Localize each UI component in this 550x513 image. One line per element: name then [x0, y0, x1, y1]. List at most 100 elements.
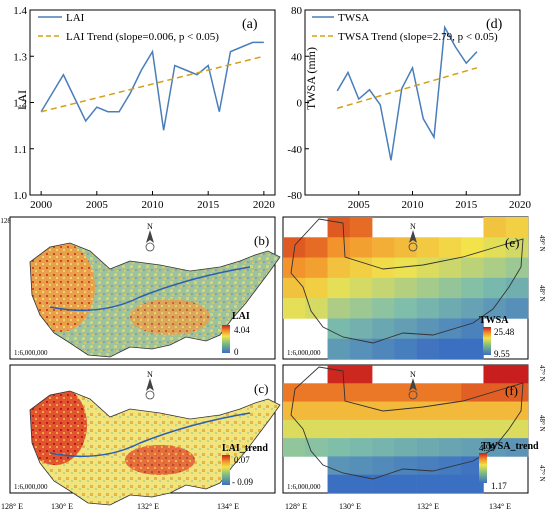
- lon-bottom-label: 132° E: [137, 502, 159, 511]
- grid-cell: [349, 456, 373, 476]
- lon-bottom-label: 128° E: [1, 502, 23, 511]
- lai-legend-max: 4.04: [234, 325, 250, 335]
- grid-cell: [372, 474, 395, 494]
- grid-cell: [349, 318, 373, 340]
- grid-cell: [372, 257, 395, 279]
- grid-cell: [483, 401, 507, 421]
- lon-bottom-label: 134° E: [217, 502, 239, 511]
- grid-cell: [438, 257, 462, 279]
- y-tick-label: 1.1: [13, 144, 27, 156]
- lai-map-scale: 1:6,000,000: [14, 349, 48, 357]
- grid-cell: [394, 456, 417, 476]
- lat-right-label: 48° N: [538, 285, 546, 302]
- grid-cell: [416, 257, 440, 279]
- grid-cell: [505, 277, 529, 299]
- x-tick-label: 2010: [142, 199, 165, 211]
- grid-cell: [461, 298, 484, 319]
- grid-cell: [327, 277, 351, 299]
- lat-right-label: 47° N: [538, 365, 546, 382]
- grid-cell: [372, 338, 395, 360]
- grid-cell: [505, 298, 529, 319]
- grid-cell: [416, 318, 440, 340]
- panel-label-c: (c): [254, 381, 268, 396]
- twsa-colorbar: [483, 327, 491, 355]
- grid-cell: [416, 298, 440, 319]
- grid-cell: [305, 438, 328, 457]
- grid-cell: [349, 298, 373, 319]
- north-arrow-c: N: [145, 370, 155, 400]
- x-tick-label: 2020: [253, 199, 276, 211]
- north-arrow-e: N: [408, 222, 418, 252]
- grid-cell: [438, 237, 462, 258]
- grid-cell: [349, 365, 373, 384]
- grid-cell: [394, 419, 417, 439]
- grid-cell: [505, 365, 529, 384]
- grid-cell: [327, 419, 351, 439]
- twsa-trend-grid: [283, 365, 529, 494]
- lat-right-label: 47° N: [538, 465, 546, 482]
- grid-cell: [416, 277, 440, 299]
- grid-cell: [349, 438, 373, 457]
- grid-cell: [394, 277, 417, 299]
- grid-cell: [327, 401, 351, 421]
- grid-cell: [349, 383, 373, 402]
- trend-line: [337, 67, 478, 110]
- panel-label-f: (f): [505, 383, 518, 398]
- grid-cell: [305, 237, 328, 258]
- grid-cell: [283, 438, 306, 457]
- svg-text:N: N: [147, 222, 153, 231]
- grid-cell: [349, 419, 373, 439]
- twsa-y-label: TWSA (mm): [304, 47, 318, 110]
- grid-cell: [283, 401, 306, 421]
- grid-cell: [438, 338, 462, 360]
- grid-cell: [349, 237, 373, 258]
- grid-cell: [305, 257, 328, 279]
- twsa-trend-legend-min: 1.17: [491, 481, 507, 491]
- lai-trend-colorbar: [222, 455, 230, 485]
- grid-cell: [327, 318, 351, 340]
- grid-cell: [394, 318, 417, 340]
- lai-trend-map: (c) N LAI_trend 0.07 - 0.09 1:6,000,000: [9, 364, 281, 506]
- data-series-line: [40, 41, 264, 131]
- grid-cell: [461, 338, 484, 360]
- grid-cell: [394, 257, 417, 279]
- grid-cell: [461, 383, 484, 402]
- grid-cell: [438, 438, 462, 457]
- lai-legend: LAI LAI Trend (slope=0.006, p < 0.05): [38, 12, 219, 43]
- twsa-trend-map: (f) N TWSA_trend 4.95 1.17 1:6,000,000: [282, 364, 539, 494]
- grid-cell: [394, 298, 417, 319]
- grid-cell: [483, 277, 507, 299]
- y-tick-label: 0: [297, 98, 303, 110]
- grid-cell: [505, 401, 529, 421]
- grid-cell: [327, 365, 351, 384]
- grid-cell: [416, 237, 440, 258]
- y-tick-label: -40: [287, 144, 302, 156]
- grid-cell: [438, 318, 462, 340]
- grid-cell: [327, 474, 351, 494]
- grid-cell: [372, 438, 395, 457]
- svg-text:N: N: [410, 370, 416, 379]
- grid-cell: [438, 401, 462, 421]
- grid-cell: [483, 419, 507, 439]
- north-arrow-b: N: [145, 222, 155, 252]
- x-tick-label: 2010: [402, 199, 425, 211]
- legend-label-twsa: TWSA: [338, 12, 369, 24]
- panel-label-e: (e): [505, 235, 519, 250]
- x-tick-label: 2005: [348, 199, 371, 211]
- y-tick-label: 80: [291, 5, 303, 17]
- grid-cell: [461, 456, 484, 476]
- lai-legend-min: 0: [234, 347, 239, 357]
- grid-cell: [372, 318, 395, 340]
- lat-right-label: 49° N: [538, 235, 546, 252]
- grid-cell: [372, 419, 395, 439]
- grid-cell: [505, 257, 529, 279]
- grid-cell: [438, 298, 462, 319]
- grid-cell: [349, 257, 373, 279]
- svg-text:N: N: [147, 370, 153, 379]
- x-tick-label: 2015: [197, 199, 220, 211]
- twsa-trend-colorbar: [479, 453, 487, 483]
- x-tick-label: 2005: [86, 199, 109, 211]
- grid-cell: [283, 419, 306, 439]
- legend-label-twsa-trend: TWSA Trend (slope=2.79, p < 0.05): [338, 31, 498, 43]
- grid-cell: [483, 217, 507, 238]
